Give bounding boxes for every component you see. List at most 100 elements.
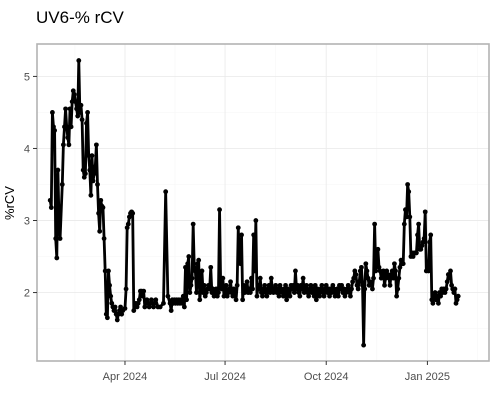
data-point bbox=[290, 282, 296, 288]
data-point bbox=[286, 290, 292, 295]
data-point bbox=[354, 282, 360, 288]
data-point bbox=[225, 290, 231, 295]
data-point bbox=[103, 311, 109, 317]
data-point bbox=[297, 293, 303, 299]
y-tick-label: 2 bbox=[24, 288, 30, 300]
data-point bbox=[271, 290, 276, 295]
data-point bbox=[268, 275, 274, 281]
data-point bbox=[361, 342, 367, 348]
series-layer bbox=[47, 58, 461, 348]
data-point bbox=[126, 214, 132, 220]
x-tick-label: Oct 2024 bbox=[304, 371, 349, 383]
data-point bbox=[433, 297, 439, 303]
data-point bbox=[280, 293, 286, 299]
data-point bbox=[434, 293, 440, 299]
data-point bbox=[306, 293, 312, 299]
data-point bbox=[211, 293, 217, 299]
data-point bbox=[81, 174, 87, 180]
data-point bbox=[78, 102, 84, 108]
data-point bbox=[451, 290, 457, 295]
data-point bbox=[305, 290, 310, 295]
y-axis-title: %rCV bbox=[2, 186, 17, 220]
data-point bbox=[208, 264, 214, 270]
data-point bbox=[363, 261, 369, 267]
data-point bbox=[125, 221, 131, 227]
data-point bbox=[373, 268, 379, 274]
data-point bbox=[89, 153, 95, 159]
data-point bbox=[420, 239, 426, 245]
data-point bbox=[276, 293, 282, 299]
data-point bbox=[66, 142, 72, 148]
data-point bbox=[231, 286, 237, 292]
data-point bbox=[442, 290, 448, 295]
data-point bbox=[130, 210, 136, 216]
data-point bbox=[378, 275, 384, 281]
data-point bbox=[167, 300, 173, 306]
data-point bbox=[422, 209, 428, 215]
data-point bbox=[241, 282, 247, 288]
data-point bbox=[151, 304, 156, 310]
data-point bbox=[242, 290, 248, 295]
data-point bbox=[188, 282, 194, 288]
data-point bbox=[387, 282, 393, 288]
data-point bbox=[452, 286, 458, 292]
data-point bbox=[407, 214, 413, 220]
data-point bbox=[262, 282, 268, 288]
data-point bbox=[370, 286, 375, 292]
data-point bbox=[206, 282, 211, 288]
data-point bbox=[115, 311, 121, 317]
data-point bbox=[427, 239, 433, 245]
data-point bbox=[429, 297, 435, 303]
x-tick-label: Jul 2024 bbox=[204, 371, 246, 383]
data-point bbox=[414, 250, 419, 256]
data-point bbox=[212, 290, 218, 295]
data-point bbox=[202, 293, 208, 299]
data-point bbox=[392, 261, 397, 267]
data-point bbox=[213, 286, 219, 292]
data-point bbox=[79, 117, 85, 123]
data-point bbox=[349, 286, 354, 292]
data-point bbox=[299, 286, 305, 292]
data-point bbox=[448, 268, 453, 274]
data-point bbox=[279, 290, 285, 295]
data-point bbox=[278, 286, 284, 292]
data-point bbox=[216, 290, 221, 295]
data-point bbox=[275, 286, 281, 292]
data-point bbox=[396, 275, 402, 281]
data-point bbox=[274, 290, 280, 295]
data-point bbox=[293, 268, 298, 274]
data-point bbox=[333, 290, 339, 295]
data-point bbox=[68, 124, 74, 130]
data-point bbox=[381, 268, 386, 274]
data-point bbox=[394, 293, 400, 299]
data-point bbox=[252, 268, 258, 274]
data-point bbox=[195, 261, 200, 267]
data-point bbox=[311, 293, 317, 299]
data-point bbox=[428, 232, 434, 238]
data-point bbox=[382, 282, 387, 288]
data-point bbox=[222, 290, 228, 295]
data-point bbox=[52, 128, 57, 133]
data-point bbox=[238, 261, 243, 267]
data-point bbox=[257, 275, 263, 281]
data-point bbox=[214, 293, 220, 299]
data-point bbox=[321, 293, 327, 299]
data-point bbox=[261, 286, 266, 292]
data-point bbox=[229, 290, 235, 295]
data-point bbox=[185, 261, 191, 267]
data-point bbox=[198, 286, 204, 292]
data-point bbox=[118, 304, 123, 310]
data-point bbox=[398, 257, 404, 263]
data-point bbox=[359, 264, 364, 270]
data-point bbox=[339, 282, 345, 288]
data-point bbox=[59, 182, 65, 187]
data-point bbox=[109, 300, 115, 306]
data-point bbox=[196, 257, 202, 263]
data-point bbox=[50, 110, 55, 115]
data-point bbox=[344, 286, 350, 292]
data-point bbox=[88, 192, 94, 198]
data-point bbox=[219, 286, 225, 292]
data-point bbox=[313, 297, 319, 303]
data-point bbox=[273, 282, 279, 288]
